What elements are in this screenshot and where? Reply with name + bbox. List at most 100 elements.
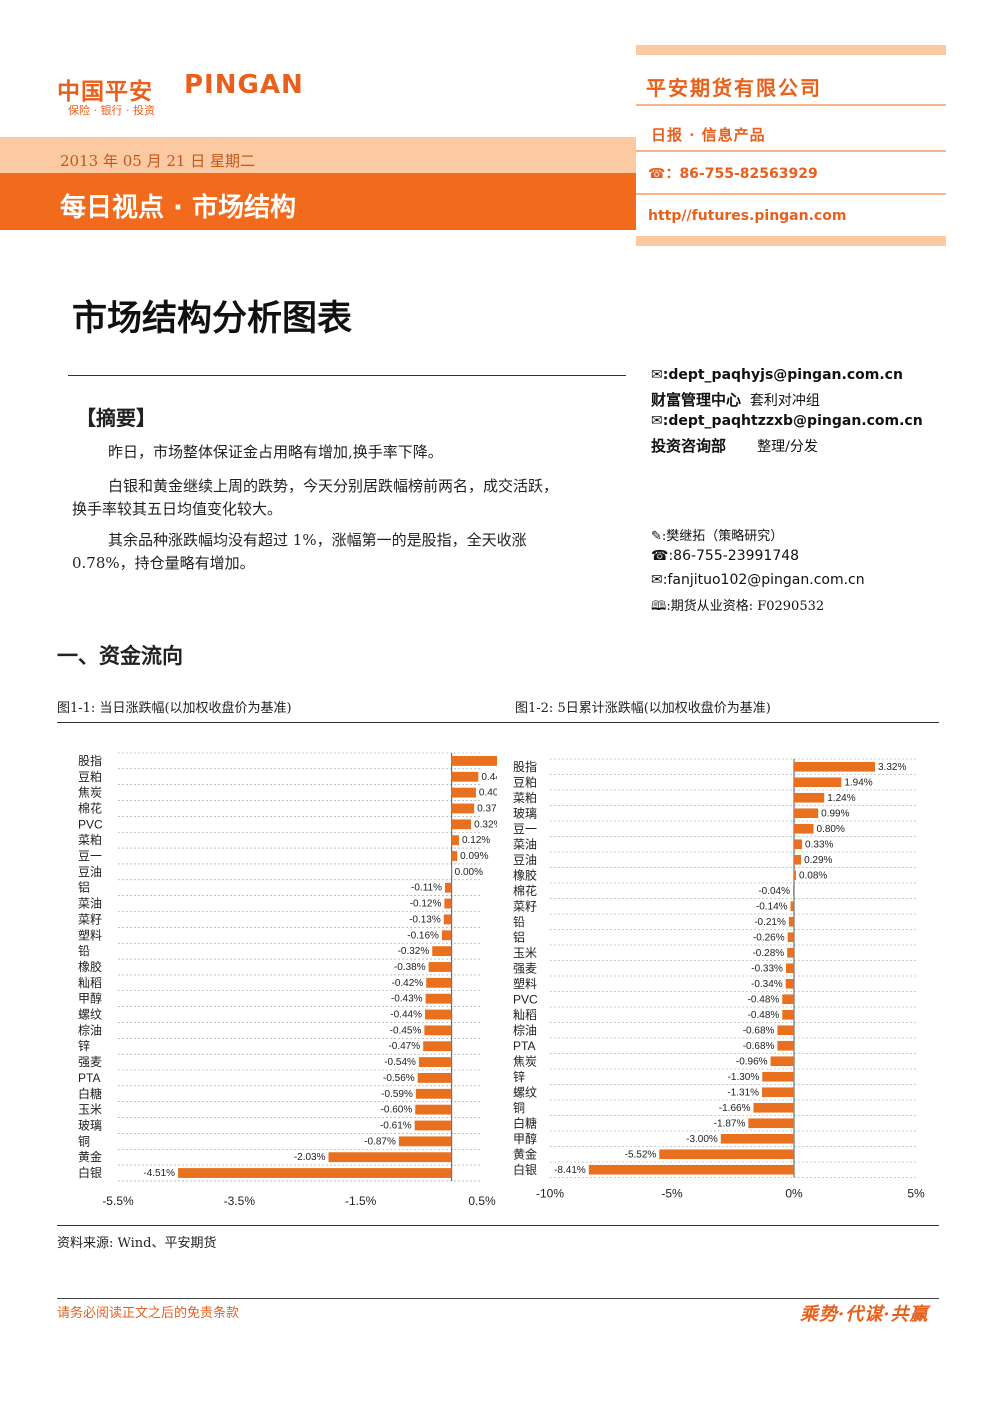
dept-role: 整理/分发 [757,439,818,455]
data-label: -1.66% [719,1103,751,1114]
category-label: 白糖 [513,1115,537,1130]
divider [68,375,626,376]
bar [414,1120,452,1131]
abstract-p1: 昨日，市场整体保证金占用略有增加,换手率下降。 [108,443,443,461]
category-label: 焦炭 [513,1054,537,1068]
data-label: -0.21% [754,917,786,928]
data-label: -0.33% [751,963,783,974]
analyst-email[interactable]: ✉:fanjituo102@pingan.com.cn [651,572,865,588]
data-label: -8.41% [554,1165,586,1176]
data-label: -0.11% [411,883,442,894]
data-label: -4.51% [143,1168,175,1179]
category-label: 螺纹 [78,1008,102,1022]
data-label: -0.28% [752,948,784,959]
email-link[interactable]: ✉:dept_paqhtzzxb@pingan.com.cn [651,413,923,429]
data-label: -0.68% [743,1041,775,1052]
data-label: 1.94% [844,777,872,788]
data-label: -0.45% [390,1025,422,1036]
abstract-p2a: 白银和黄金继续上周的跌势，今天分别居跌幅榜前两名，成交活跃， [108,477,559,495]
bar [753,1102,794,1113]
category-label: PTA [78,1071,100,1085]
email-link[interactable]: ✉:dept_paqhyjs@pingan.com.cn [651,367,903,383]
data-label: -3.00% [686,1134,718,1145]
category-label: 豆油 [513,853,537,867]
bar [451,787,476,798]
data-label: -0.44% [390,1010,422,1021]
bar [793,885,794,896]
category-label: 铝 [78,880,90,895]
category-label: 菜粕 [78,832,102,847]
category-label: 甲醇 [78,991,102,1006]
bar [451,803,475,814]
analyst-name: ✎:樊继拓（策略研究） [651,529,784,544]
divider [57,1225,939,1226]
bar [415,1088,452,1099]
bar [762,1071,794,1082]
category-label: 菜籽 [513,899,537,913]
section-title: 一、资金流向 [57,643,183,668]
data-label: -0.48% [748,1010,780,1021]
data-label: -0.96% [736,1056,768,1067]
bar [415,1104,452,1115]
bar [428,962,452,972]
category-label: 菜籽 [78,912,102,926]
bar [794,839,803,850]
dept-name: 财富管理中心 [651,391,742,409]
category-label: 股指 [513,759,537,774]
bar [443,914,452,925]
divider [57,1298,939,1299]
bar [794,808,819,819]
data-label: -2.03% [294,1152,326,1163]
bar [417,1073,452,1083]
data-label: -0.48% [748,994,780,1005]
bar [794,792,825,803]
bar [785,963,794,974]
category-label: 豆一 [78,849,102,863]
chart-5day-change: 股指 3.32% 豆粕 1.94% 菜粕 1.24% 玻璃 0.99% 豆一 0.80% 菜油 0.3… [513,758,925,1201]
company-phone: ☎：86-755-82563929 [648,166,818,182]
title-band [0,173,636,230]
bar [790,901,794,912]
category-label: PVC [78,817,103,831]
data-label: -0.42% [391,978,423,989]
data-label: -0.60% [381,1105,413,1116]
category-label: 黄金 [513,1146,537,1161]
analyst-license: 🕮:期货从业资格: F0290532 [651,599,825,614]
logo-tagline: 保险 · 银行 · 投资 [68,104,155,117]
data-label: -1.31% [727,1087,759,1098]
bar [659,1149,794,1160]
data-label: 0.09% [460,851,488,862]
category-label: 铅 [78,944,90,958]
category-label: 铜 [78,1133,90,1148]
category-label: 玉米 [513,946,537,960]
bar [426,977,452,988]
category-label: 股指 [78,753,102,768]
abstract-p2b: 换手率较其五日均值变化较大。 [72,500,283,518]
data-label: -0.68% [743,1025,775,1036]
data-label: -0.32% [398,946,430,957]
data-label: -0.56% [383,1073,415,1084]
category-label: 玻璃 [78,1118,102,1132]
bar [328,1152,452,1163]
disclaimer-link[interactable]: 请务必阅读正文之后的免责条款 [57,1306,240,1321]
category-label: 铝 [513,929,525,944]
category-label: 棕油 [513,1022,537,1037]
chart-daily-change: 股指0.78%豆粕0.44%焦炭0.40%棉花0.37%PVC0.32%菜粕0.… [78,752,497,1208]
company-url[interactable]: http//futures.pingan.com [648,208,847,224]
page-title: 市场结构分析图表 [72,299,353,339]
tick-label: -10% [536,1187,564,1201]
data-label: -0.43% [391,994,423,1005]
tick-label: -3.5% [224,1194,256,1208]
bar [588,1164,794,1175]
data-label: 0.12% [462,835,490,846]
data-label: -0.59% [381,1089,413,1100]
category-label: 强麦 [78,1055,102,1069]
bar [720,1133,794,1144]
data-label: -0.54% [384,1057,416,1068]
category-label: 豆粕 [513,774,537,789]
category-label: 豆油 [78,865,102,879]
data-label: -1.87% [714,1118,746,1129]
bar [432,946,452,957]
data-label: -0.12% [410,899,442,910]
category-label: 籼稻 [513,1008,537,1022]
